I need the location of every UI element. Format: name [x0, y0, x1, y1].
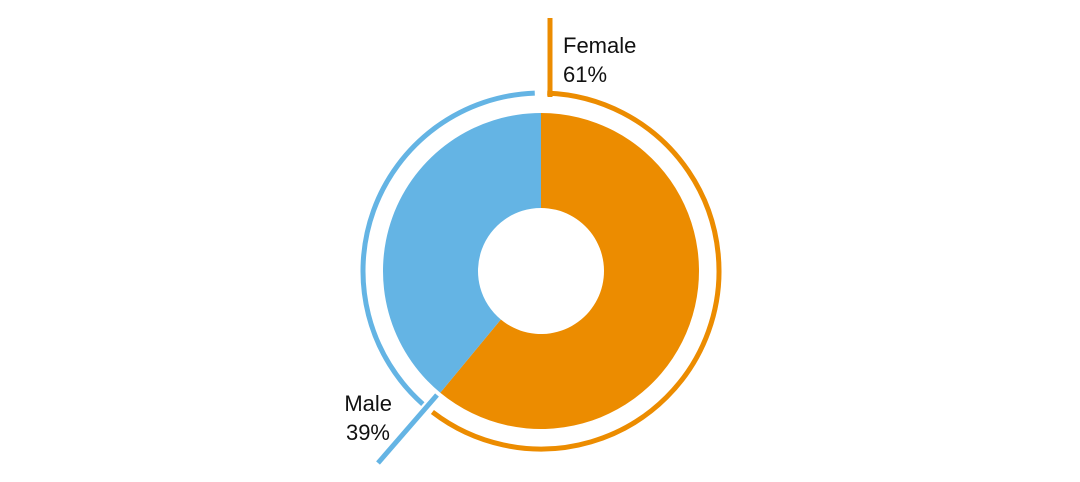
slice-value-male: 39% — [346, 420, 390, 445]
leader-lines-layer — [376, 18, 553, 465]
slice-value-female: 61% — [563, 62, 607, 87]
slice-male — [383, 113, 541, 393]
slice-female — [440, 113, 699, 429]
slice-label-male: Male — [344, 391, 392, 416]
slice-label-female: Female — [563, 33, 636, 58]
slices-layer — [383, 113, 699, 429]
slice-labels-layer: Female 61% Male 39% — [344, 33, 636, 445]
leader-line-male — [376, 393, 439, 465]
outline-arc-female — [430, 90, 722, 452]
outline-arcs-layer — [360, 90, 722, 452]
outline-arc-male — [360, 90, 535, 406]
